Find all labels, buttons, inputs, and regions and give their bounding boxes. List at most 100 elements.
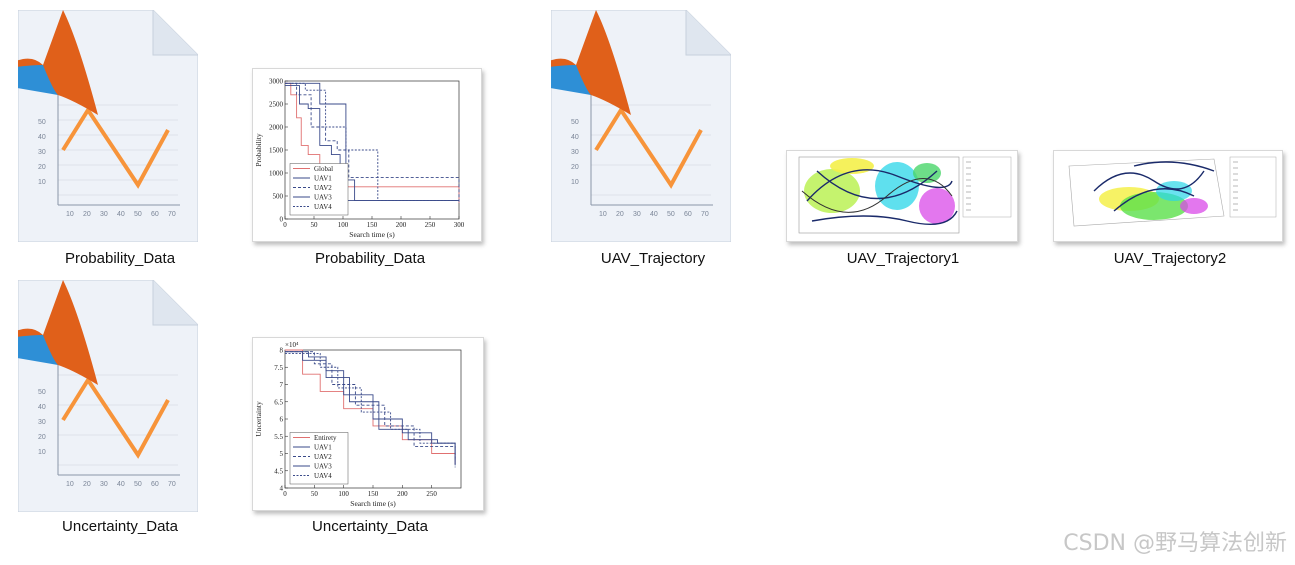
x-tick-label: 100 bbox=[338, 490, 349, 498]
legend-box bbox=[289, 432, 349, 485]
svg-text:30: 30 bbox=[100, 481, 108, 488]
svg-text:30: 30 bbox=[38, 149, 46, 156]
x-tick-label: 300 bbox=[454, 221, 465, 229]
svg-text:20: 20 bbox=[616, 211, 624, 218]
y-tick-label: 5.5 bbox=[274, 433, 283, 441]
svg-text:30: 30 bbox=[571, 149, 579, 156]
series-line-uav4 bbox=[285, 82, 460, 203]
watermark: CSDN @野马算法创新 bbox=[1063, 531, 1287, 556]
svg-text:60: 60 bbox=[151, 211, 159, 218]
file-uav-trajectory2-figure[interactable]: UAV_Trajectory2 bbox=[1050, 0, 1290, 267]
legend-entry: UAV1 bbox=[314, 444, 332, 452]
svg-text:10: 10 bbox=[66, 481, 74, 488]
file-label: UAV_Trajectory bbox=[600, 250, 706, 267]
svg-text:30: 30 bbox=[38, 419, 46, 426]
legend-entry: Entirety bbox=[314, 434, 337, 442]
y-tick-label: 6.5 bbox=[274, 398, 283, 406]
x-tick-label: 50 bbox=[311, 221, 319, 229]
x-tick-label: 150 bbox=[368, 490, 379, 498]
y-axis-label: Probability bbox=[254, 133, 263, 167]
file-label: Probability_Data bbox=[314, 250, 426, 267]
y-tick-label: 8 bbox=[280, 347, 284, 355]
svg-text:50: 50 bbox=[667, 211, 675, 218]
y-tick-label: 5 bbox=[280, 450, 284, 458]
svg-text:60: 60 bbox=[151, 481, 159, 488]
svg-text:50: 50 bbox=[134, 481, 142, 488]
matlab-file-icon: 50 40 30 20 10 10 20 30 40 50 60 70 bbox=[18, 280, 198, 512]
y-tick-label: 4 bbox=[280, 485, 284, 493]
uncertainty-chart: 0 50 100 150 200 250 8 7.5 7 6.5 6 5.5 5 4.5 4 Search t… bbox=[254, 341, 462, 508]
file-label: UAV_Trajectory1 bbox=[846, 250, 960, 267]
svg-text:40: 40 bbox=[650, 211, 658, 218]
legend-entry: UAV3 bbox=[314, 463, 332, 471]
probability-chart: 0 50 100 150 200 250 300 3000 2500 2000 1500 1000 50… bbox=[254, 78, 465, 240]
svg-text:10: 10 bbox=[571, 179, 579, 186]
y-tick-label: 500 bbox=[273, 193, 284, 201]
legend-box bbox=[289, 163, 349, 216]
svg-text:50: 50 bbox=[134, 211, 142, 218]
y-tick-label: 2000 bbox=[269, 124, 284, 132]
svg-text:20: 20 bbox=[83, 481, 91, 488]
file-probability-data-mat[interactable]: 50 40 30 20 10 10 20 30 40 50 60 70 Probability_… bbox=[0, 0, 240, 267]
svg-text:40: 40 bbox=[38, 404, 46, 411]
file-probability-data-figure[interactable]: 0 50 100 150 200 250 300 3000 2500 2000 1500 1000 50… bbox=[250, 0, 490, 267]
legend-entry: UAV4 bbox=[314, 203, 332, 211]
svg-text:50: 50 bbox=[38, 119, 46, 126]
legend-entry: UAV3 bbox=[314, 194, 332, 202]
trajectory2-plot bbox=[1068, 156, 1277, 227]
y-tick-label: 2500 bbox=[269, 101, 284, 109]
file-uav-trajectory1-figure[interactable]: UAV_Trajectory1 bbox=[783, 0, 1023, 267]
file-uncertainty-data-mat[interactable]: 50 40 30 20 10 10 20 30 40 50 60 70 Uncertainty_… bbox=[0, 270, 240, 535]
y-tick-label: 0 bbox=[280, 216, 284, 224]
x-axis-label: Search time (s) bbox=[350, 499, 396, 508]
series-line-uav3 bbox=[285, 351, 456, 464]
svg-text:20: 20 bbox=[571, 164, 579, 171]
y-tick-label: 6 bbox=[280, 416, 284, 424]
y-axis-label: Uncertainty bbox=[254, 401, 263, 437]
svg-text:70: 70 bbox=[168, 481, 176, 488]
svg-text:40: 40 bbox=[571, 134, 579, 141]
matlab-file-icon: 50 40 30 20 10 10 20 30 40 50 60 70 bbox=[18, 10, 198, 242]
svg-text:70: 70 bbox=[168, 211, 176, 218]
svg-text:20: 20 bbox=[38, 164, 46, 171]
y-tick-label: 4.5 bbox=[274, 467, 283, 475]
legend-entry: UAV1 bbox=[314, 175, 332, 183]
svg-text:30: 30 bbox=[100, 211, 108, 218]
svg-text:70: 70 bbox=[701, 211, 709, 218]
x-tick-label: 50 bbox=[311, 490, 319, 498]
legend-entry: UAV2 bbox=[314, 184, 332, 192]
x-tick-label: 200 bbox=[397, 490, 408, 498]
series-line-uav4 bbox=[285, 353, 456, 468]
svg-text:10: 10 bbox=[38, 179, 46, 186]
y-tick-label: 3000 bbox=[269, 78, 284, 86]
matlab-file-icon: 50 40 30 20 10 10 20 30 40 50 60 70 bbox=[551, 10, 731, 242]
y-tick-label: 1500 bbox=[269, 147, 284, 155]
svg-text:10: 10 bbox=[66, 211, 74, 218]
y-exponent: ×10⁴ bbox=[285, 341, 299, 349]
file-label: UAV_Trajectory2 bbox=[1113, 250, 1227, 267]
svg-text:20: 20 bbox=[83, 211, 91, 218]
trajectory1-thumbnail bbox=[786, 150, 1018, 242]
x-tick-label: 0 bbox=[283, 490, 287, 498]
svg-text:50: 50 bbox=[38, 389, 46, 396]
legend-entry: UAV4 bbox=[314, 472, 332, 480]
series-line-uav2 bbox=[285, 351, 456, 468]
svg-text:10: 10 bbox=[38, 449, 46, 456]
file-label: Probability_Data bbox=[64, 250, 176, 267]
file-label: Uncertainty_Data bbox=[62, 518, 178, 535]
svg-text:60: 60 bbox=[684, 211, 692, 218]
probability-chart-thumbnail: 0 50 100 150 200 250 300 3000 2500 2000 1500 1000 50… bbox=[252, 68, 482, 242]
x-axis-label: Search time (s) bbox=[349, 230, 395, 239]
file-uav-trajectory-mat[interactable]: 50 40 30 20 10 10 20 30 40 50 60 70 UAV_Trajecto… bbox=[533, 0, 773, 267]
x-tick-label: 200 bbox=[396, 221, 407, 229]
svg-text:40: 40 bbox=[38, 134, 46, 141]
svg-text:30: 30 bbox=[633, 211, 641, 218]
file-uncertainty-data-figure[interactable]: 0 50 100 150 200 250 8 7.5 7 6.5 6 5.5 5 4.5 4 Search t… bbox=[250, 270, 490, 535]
y-tick-label: 1000 bbox=[269, 170, 284, 178]
y-tick-label: 7.5 bbox=[274, 364, 283, 372]
svg-text:40: 40 bbox=[117, 481, 125, 488]
x-tick-label: 250 bbox=[425, 221, 436, 229]
svg-text:20: 20 bbox=[38, 434, 46, 441]
uncertainty-chart-thumbnail: 0 50 100 150 200 250 8 7.5 7 6.5 6 5.5 5 4.5 4 Search t… bbox=[252, 337, 484, 511]
x-tick-label: 0 bbox=[283, 221, 287, 229]
